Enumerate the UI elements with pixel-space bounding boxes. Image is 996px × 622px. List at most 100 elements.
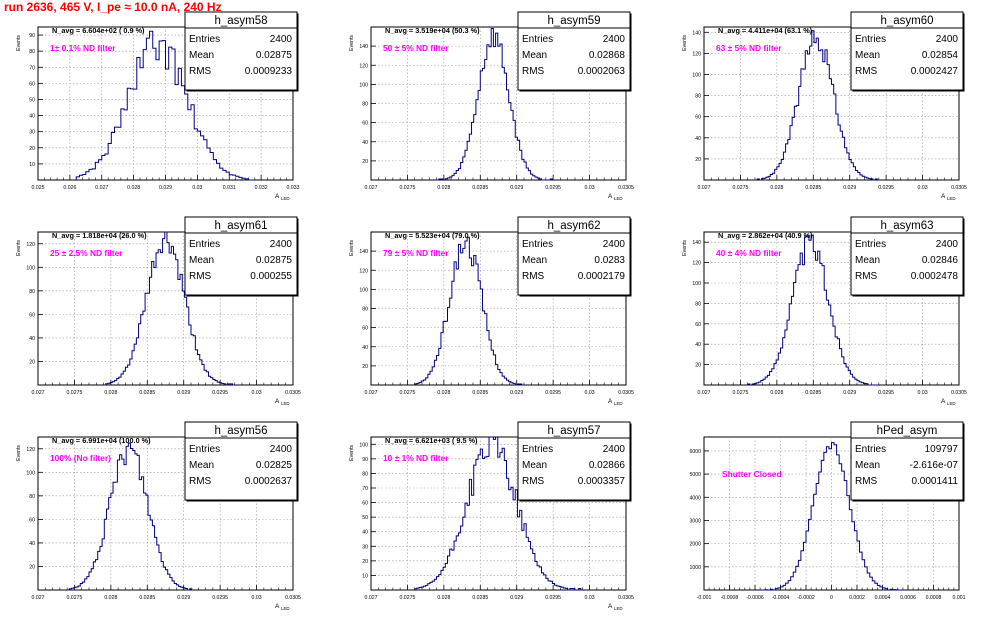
stats-box: h_asym57 Entries 2400 Mean 0.02866 RMS 0.00033… [517, 421, 632, 502]
y-tick-label: 80 [29, 289, 35, 295]
x-axis-label: A [608, 603, 613, 610]
y-tick-label: 3000 [689, 518, 701, 524]
x-tick-label: 0.0004 [875, 595, 891, 601]
y-tick-label: 40 [29, 541, 35, 547]
navg-header: N_avg = 6.604e+02 ( 0.9 %) [52, 26, 145, 35]
y-tick-label: 20 [362, 159, 368, 165]
stats-rms-value: 0.0002637 [245, 476, 293, 487]
stats-box-frame [850, 11, 964, 91]
stats-box: h_asym59 Entries 2400 Mean 0.02868 RMS 0.00020… [517, 11, 632, 92]
x-tick-label: 0.031 [223, 185, 236, 191]
histogram-panel-h_asym61: 0.027 0.0275 0.028 0.0285 0.029 0.0295 0.03 0.0… [16, 216, 301, 406]
x-tick-label: 0.0275 [399, 595, 415, 601]
stats-box-title: h_asym63 [880, 220, 933, 232]
x-tick-label: 0.026 [63, 185, 76, 191]
x-tick-label: 0.029 [177, 390, 190, 396]
histogram-panel-h_asym56: 0.027 0.0275 0.028 0.0285 0.029 0.0295 0.03 0.0… [16, 421, 301, 611]
x-tick-label: 0.027 [365, 390, 378, 396]
y-tick-label: 60 [695, 322, 701, 328]
histogram-series [747, 234, 879, 386]
stats-box: h_asym63 Entries 2400 Mean 0.02846 RMS 0.00024… [850, 216, 965, 297]
stats-box-frame [184, 216, 298, 296]
stats-mean-value: 0.02825 [256, 460, 293, 471]
x-tick-label: 0.033 [287, 185, 300, 191]
y-axis-label: Events [16, 240, 22, 256]
stats-entries-label: Entries [855, 239, 886, 250]
y-tick-label: 20 [29, 564, 35, 570]
x-axis-label: A [608, 398, 613, 405]
y-tick-label: 140 [359, 44, 368, 50]
stats-entries-value: 2400 [936, 34, 959, 45]
x-tick-label: 0.0295 [878, 390, 894, 396]
histogram-panel-h_asym59: 0.027 0.0275 0.028 0.0285 0.029 0.0295 0.03 0.0… [349, 11, 634, 201]
stats-rms-value: 0.000255 [250, 271, 292, 282]
y-tick-label: 20 [695, 363, 701, 369]
x-axis-label-subscript: LED [614, 606, 623, 611]
stats-mean-value: 0.02875 [256, 255, 293, 266]
filter-annotation: 100% (No filter) [50, 453, 111, 463]
y-tick-label: 30 [29, 130, 35, 136]
x-tick-label: 0.0275 [732, 185, 748, 191]
stats-entries-value: 2400 [603, 444, 626, 455]
y-tick-label: 40 [29, 114, 35, 120]
filter-annotation: 79 ± 5% ND filter [383, 248, 449, 258]
x-tick-label: 0.028 [437, 595, 450, 601]
y-tick-label: 100 [692, 281, 701, 287]
histogram-panel-h_asym63: 0.027 0.0275 0.028 0.0285 0.029 0.0295 0.03 0.0… [682, 216, 967, 406]
x-tick-label: 0.0295 [545, 185, 561, 191]
stats-box-frame [184, 421, 298, 501]
y-axis-label: Events [16, 35, 22, 51]
y-tick-label: 100 [692, 72, 701, 78]
x-tick-label: 0.03 [918, 185, 928, 191]
y-tick-label: 10 [29, 162, 35, 168]
x-tick-label: 0.0305 [285, 390, 301, 396]
stats-mean-label: Mean [189, 460, 214, 471]
y-tick-label: 120 [692, 51, 701, 57]
filter-annotation: 63 ± 5% ND filter [716, 43, 782, 53]
x-axis-label: A [941, 398, 946, 405]
stats-rms-label: RMS [189, 476, 212, 487]
stats-box-title: h_asym56 [214, 425, 267, 437]
stats-mean-label: Mean [522, 255, 547, 266]
filter-annotation: Shutter Closed [722, 469, 782, 479]
x-tick-label: 0.03 [252, 390, 262, 396]
x-axis-label: A [275, 193, 280, 200]
y-tick-label: 4000 [689, 495, 701, 501]
stats-box: h_asym61 Entries 2400 Mean 0.02875 RMS 0.00025… [184, 216, 299, 297]
y-tick-label: 6000 [689, 449, 701, 455]
x-tick-label: 0.027 [698, 390, 711, 396]
y-axis-label: Events [682, 35, 688, 51]
stats-entries-label: Entries [522, 444, 553, 455]
x-tick-label: 0.0006 [900, 595, 916, 601]
x-axis-label: A [941, 193, 946, 200]
x-tick-label: -0.0006 [746, 595, 764, 601]
y-tick-label: 60 [29, 517, 35, 523]
stats-box: hPed_asym Entries 109797 Mean -2.616e-07 RMS 0… [850, 421, 965, 502]
x-tick-label: 0.0275 [66, 595, 82, 601]
y-tick-label: 50 [362, 515, 368, 521]
histogram-panel-hPed_asym: -0.001 -0.0008 -0.0006 -0.0004 -0.0002 0 0.000… [689, 421, 966, 601]
stats-entries-value: 2400 [603, 239, 626, 250]
stats-box: h_asym58 Entries 2400 Mean 0.02875 RMS 0.00092… [184, 11, 299, 92]
stats-entries-label: Entries [855, 34, 886, 45]
stats-mean-label: Mean [522, 50, 547, 61]
x-tick-label: 0.0285 [139, 595, 155, 601]
stats-box-frame [184, 11, 298, 91]
y-tick-label: 70 [362, 486, 368, 492]
x-tick-label: 0.032 [255, 185, 268, 191]
plot-frame [37, 436, 294, 591]
y-tick-label: 80 [29, 494, 35, 500]
x-tick-label: 0.025 [32, 185, 45, 191]
x-tick-label: -0.0002 [797, 595, 815, 601]
stats-mean-value: 0.02868 [589, 50, 626, 61]
histogram-panel-h_asym62: 0.027 0.0275 0.028 0.0285 0.029 0.0295 0.03 0.0… [349, 216, 634, 406]
y-tick-label: 80 [362, 471, 368, 477]
stats-mean-value: 0.02854 [922, 50, 959, 61]
y-tick-label: 60 [29, 81, 35, 87]
navg-header: N_avg = 3.519e+04 (50.3 %) [385, 26, 480, 35]
y-tick-label: 40 [695, 136, 701, 142]
stats-box: h_asym60 Entries 2400 Mean 0.02854 RMS 0.00024… [850, 11, 965, 92]
x-axis-label: A [275, 398, 280, 405]
x-axis-label-subscript: LED [947, 401, 956, 406]
x-tick-label: 0.027 [365, 595, 378, 601]
